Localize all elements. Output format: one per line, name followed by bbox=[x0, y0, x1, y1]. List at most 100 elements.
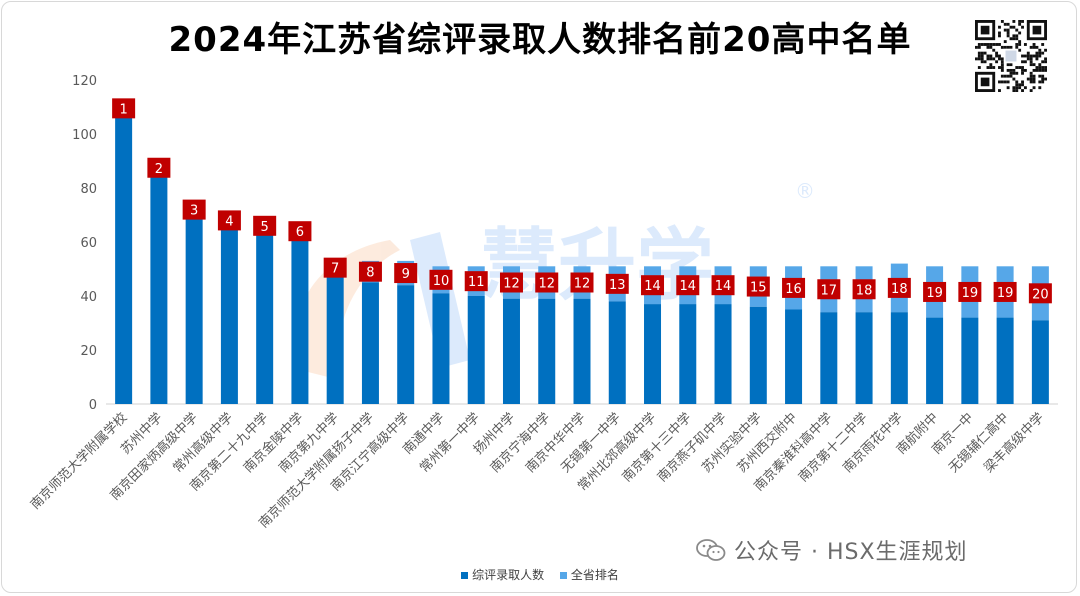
rank-label: 1 bbox=[119, 102, 127, 117]
bar-admission bbox=[432, 293, 450, 404]
rank-badge bbox=[676, 275, 700, 296]
rank-label: 4 bbox=[225, 214, 233, 229]
bar-admission bbox=[714, 304, 732, 404]
rank-badge bbox=[112, 98, 136, 119]
rank-label: 5 bbox=[261, 220, 269, 235]
rank-label: 19 bbox=[997, 286, 1014, 301]
rank-label: 2 bbox=[155, 162, 163, 177]
bar-admission bbox=[256, 233, 274, 404]
bar-admission bbox=[996, 317, 1014, 404]
chart-title: 2024年江苏省综评录取人数排名前20高中名单 bbox=[168, 20, 912, 60]
rank-label: 19 bbox=[962, 286, 979, 301]
bar-admission bbox=[1031, 320, 1049, 404]
bar-admission bbox=[185, 217, 203, 404]
bar-admission bbox=[220, 228, 238, 404]
bar-admission bbox=[150, 174, 168, 404]
rank-badge bbox=[499, 272, 523, 293]
rank-label: 3 bbox=[190, 204, 198, 219]
rank-badge bbox=[746, 276, 770, 297]
rank-label: 20 bbox=[1032, 287, 1049, 302]
rank-label: 7 bbox=[331, 262, 339, 277]
rank-label: 8 bbox=[366, 266, 374, 281]
rank-label: 14 bbox=[715, 279, 732, 294]
y-tick-label: 40 bbox=[80, 290, 97, 305]
rank-badge bbox=[887, 277, 911, 298]
rank-badge bbox=[817, 279, 841, 300]
bar-admission bbox=[855, 312, 873, 404]
rank-badge bbox=[429, 269, 453, 290]
rank-label: 19 bbox=[926, 286, 943, 301]
bar-admission bbox=[644, 304, 662, 404]
rank-badge bbox=[782, 277, 806, 298]
rank-badge bbox=[852, 279, 876, 300]
rank-badge bbox=[641, 275, 665, 296]
bar-admission bbox=[961, 317, 979, 404]
y-tick-label: 0 bbox=[89, 398, 97, 413]
rank-label: 13 bbox=[609, 278, 626, 293]
rank-badge bbox=[464, 271, 488, 292]
bar-admission bbox=[926, 317, 944, 404]
svg-text:®: ® bbox=[795, 179, 815, 203]
rank-label: 16 bbox=[785, 282, 802, 297]
rank-badge bbox=[394, 263, 418, 284]
rank-label: 14 bbox=[644, 279, 661, 294]
bar-admission bbox=[749, 306, 767, 404]
y-tick-label: 120 bbox=[72, 74, 97, 89]
bar-admission bbox=[538, 298, 556, 404]
bar-admission bbox=[502, 298, 520, 404]
rank-badge bbox=[535, 272, 559, 293]
bar-admission bbox=[397, 285, 415, 404]
rank-badge bbox=[570, 272, 594, 293]
bar-admission bbox=[361, 282, 379, 404]
rank-badge bbox=[217, 210, 241, 231]
bar-admission bbox=[608, 301, 626, 404]
bar-admission bbox=[573, 298, 591, 404]
bar-admission bbox=[890, 312, 908, 404]
legend-item-rank: 全省排名 bbox=[559, 566, 619, 583]
rank-badge bbox=[958, 281, 982, 302]
bar-admission bbox=[820, 312, 838, 404]
rank-label: 14 bbox=[680, 279, 697, 294]
rank-label: 10 bbox=[433, 274, 450, 289]
rank-badge bbox=[358, 261, 382, 282]
bar-admission bbox=[679, 304, 697, 404]
rank-label: 11 bbox=[468, 275, 485, 290]
rank-badge bbox=[288, 221, 312, 242]
qr-code bbox=[975, 20, 1047, 92]
legend-item-admission: 综评录取人数 bbox=[461, 566, 544, 583]
x-axis: 南京师范大学附属学校苏州中学南京田家炳高级中学常州高级中学南京第二十九中学南京金… bbox=[27, 410, 1047, 532]
bar-admission bbox=[115, 115, 133, 404]
rank-badge bbox=[253, 215, 277, 236]
rank-label: 12 bbox=[538, 277, 555, 292]
rank-badge bbox=[182, 199, 206, 220]
y-tick-label: 80 bbox=[80, 182, 97, 197]
rank-badge bbox=[1028, 283, 1052, 304]
rank-label: 15 bbox=[750, 281, 767, 296]
rank-label: 9 bbox=[402, 267, 410, 282]
bar-admission bbox=[326, 277, 344, 404]
bar-admission bbox=[467, 296, 485, 404]
rank-label: 12 bbox=[574, 277, 591, 292]
y-tick-label: 20 bbox=[80, 344, 97, 359]
y-tick-label: 60 bbox=[80, 236, 97, 251]
wechat-account: 公众号 · HSX生涯规划 bbox=[696, 534, 968, 566]
bar-admission bbox=[291, 239, 309, 404]
rank-label: 12 bbox=[503, 277, 520, 292]
y-tick-label: 100 bbox=[72, 128, 97, 143]
rank-badge bbox=[605, 273, 629, 294]
legend: 综评录取人数 全省排名 bbox=[0, 566, 1080, 583]
rank-badge bbox=[711, 275, 735, 296]
rank-badge bbox=[993, 281, 1017, 302]
bar-admission bbox=[785, 309, 803, 404]
rank-badge bbox=[323, 257, 347, 278]
rank-label: 18 bbox=[891, 282, 908, 297]
wechat-icon bbox=[696, 539, 726, 561]
rank-label: 18 bbox=[856, 283, 873, 298]
rank-label: 6 bbox=[296, 225, 304, 240]
rank-badge bbox=[923, 281, 947, 302]
rank-badge bbox=[147, 157, 171, 178]
rank-label: 17 bbox=[821, 283, 838, 298]
